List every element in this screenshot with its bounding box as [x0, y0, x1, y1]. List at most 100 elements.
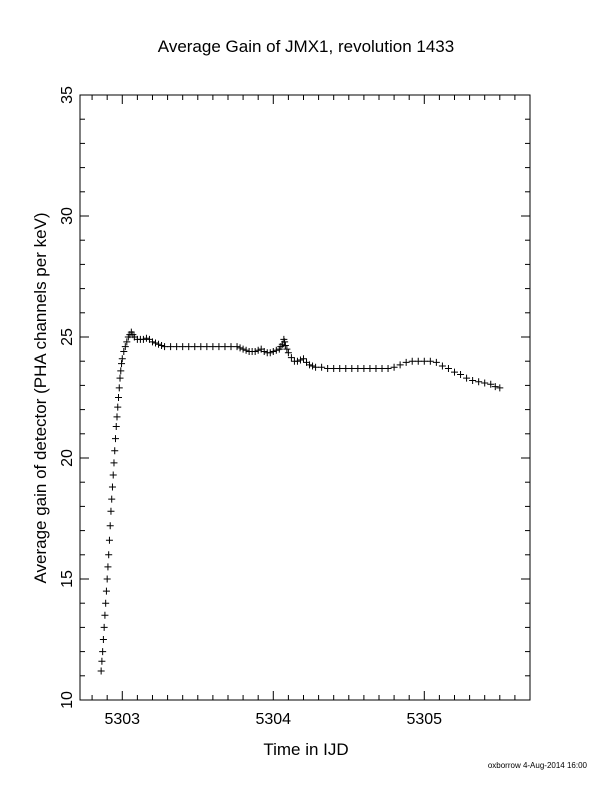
data-point: [161, 343, 169, 351]
data-point: [100, 623, 108, 631]
data-point: [203, 343, 211, 351]
data-point: [281, 341, 289, 349]
data-point: [390, 363, 398, 371]
data-point: [481, 379, 489, 387]
data-point: [330, 364, 338, 372]
data-point: [155, 340, 163, 348]
data-point: [463, 374, 471, 382]
data-point: [312, 363, 320, 371]
data-point: [173, 343, 181, 351]
data-point: [148, 338, 156, 346]
data-point: [342, 364, 350, 372]
data-point: [115, 394, 123, 401]
data-point: [104, 563, 112, 571]
data-point: [123, 338, 131, 346]
data-point: [318, 363, 326, 371]
data-point: [360, 364, 368, 372]
data-point: [103, 575, 111, 583]
chart-title: Average Gain of JMX1, revolution 1433: [158, 37, 454, 56]
data-point: [354, 364, 362, 372]
data-point: [396, 361, 404, 369]
data-point: [191, 343, 199, 351]
data-point: [105, 551, 113, 559]
data-point: [158, 341, 166, 349]
data-point: [444, 364, 452, 372]
data-series: [97, 328, 504, 675]
data-point: [233, 343, 241, 351]
data-point: [121, 343, 129, 351]
data-point: [227, 343, 235, 351]
footer-credit: oxborrow 4-Aug-2014 16:00: [488, 761, 588, 770]
data-point: [372, 364, 380, 372]
data-point: [450, 368, 458, 376]
data-point: [139, 335, 147, 343]
data-point: [408, 357, 416, 365]
data-point: [469, 377, 477, 385]
data-point: [299, 355, 307, 363]
data-point: [99, 648, 107, 656]
data-point: [99, 636, 107, 643]
y-tick-label: 10: [59, 691, 76, 709]
data-point: [366, 364, 374, 372]
data-point: [179, 343, 187, 351]
data-point: [272, 346, 280, 354]
data-point: [254, 346, 262, 354]
data-point: [260, 348, 268, 356]
data-point: [239, 345, 247, 353]
data-point: [221, 343, 229, 351]
x-axis-label: Time in IJD: [263, 740, 348, 759]
data-point: [402, 358, 410, 366]
data-point: [120, 348, 128, 356]
data-point: [251, 348, 259, 356]
data-point: [97, 667, 105, 675]
x-tick-label: 5303: [104, 711, 140, 728]
y-tick-label: 35: [59, 86, 76, 104]
data-point: [167, 343, 175, 351]
data-point: [101, 611, 109, 619]
data-point: [336, 364, 344, 372]
data-point: [487, 380, 495, 388]
data-point: [432, 358, 440, 366]
data-point: [117, 367, 125, 375]
data-point: [142, 334, 150, 342]
data-point: [102, 599, 110, 607]
data-point: [197, 343, 205, 351]
data-point: [108, 483, 116, 491]
data-point: [102, 587, 110, 595]
x-tick-label: 5304: [255, 711, 291, 728]
data-point: [215, 343, 223, 351]
data-point: [438, 362, 446, 370]
data-point: [378, 364, 386, 372]
data-point: [185, 343, 193, 351]
y-tick-label: 20: [59, 449, 76, 467]
data-point: [114, 403, 122, 411]
data-point: [109, 471, 117, 479]
data-point: [110, 459, 118, 467]
data-point: [118, 360, 126, 368]
data-point: [475, 378, 483, 386]
data-point: [309, 362, 317, 370]
x-tick-label: 5305: [406, 711, 442, 728]
data-point: [491, 383, 499, 391]
data-point: [107, 507, 115, 515]
data-point: [98, 657, 106, 665]
y-tick-label: 30: [59, 207, 76, 225]
data-point: [116, 374, 124, 382]
data-point: [266, 349, 274, 357]
y-tick-label: 15: [59, 570, 76, 588]
data-point: [108, 495, 116, 503]
data-point: [113, 413, 121, 421]
data-point: [111, 447, 119, 455]
data-point: [112, 423, 120, 431]
y-axis: 10 15 20 25 30 35: [59, 86, 530, 709]
data-point: [384, 364, 392, 372]
data-point: [283, 345, 291, 353]
data-point: [426, 357, 434, 365]
plot-frame: [79, 94, 531, 701]
data-point: [242, 346, 250, 354]
data-point: [348, 364, 356, 372]
data-point: [496, 384, 504, 392]
data-point: [115, 384, 123, 392]
data-point: [287, 354, 295, 362]
